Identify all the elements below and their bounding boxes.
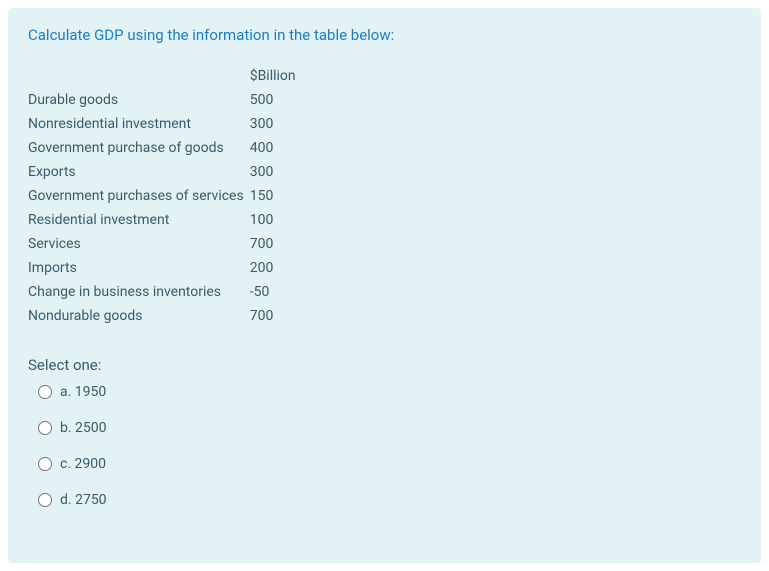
choice-a-radio[interactable] — [38, 385, 52, 399]
choice-c: c. 2900 — [28, 456, 741, 472]
row-value: -50 — [250, 280, 300, 304]
select-one-label: Select one: — [28, 356, 741, 374]
gdp-data-table: $Billion Durable goods500 Nonresidential… — [28, 64, 300, 328]
row-label: Nondurable goods — [28, 304, 250, 328]
table-header-value: $Billion — [250, 64, 300, 88]
row-value: 200 — [250, 256, 300, 280]
row-value: 700 — [250, 304, 300, 328]
question-panel: Calculate GDP using the information in t… — [8, 8, 761, 563]
row-label: Change in business inventories — [28, 280, 250, 304]
table-row: Nonresidential investment300 — [28, 112, 300, 136]
table-row: Durable goods500 — [28, 88, 300, 112]
table-row: Nondurable goods700 — [28, 304, 300, 328]
choice-b: b. 2500 — [28, 420, 741, 436]
row-label: Government purchase of goods — [28, 136, 250, 160]
question-prompt: Calculate GDP using the information in t… — [28, 26, 741, 44]
row-label: Exports — [28, 160, 250, 184]
row-value: 300 — [250, 160, 300, 184]
table-row: Exports300 — [28, 160, 300, 184]
row-value: 300 — [250, 112, 300, 136]
answer-choices: a. 1950 b. 2500 c. 2900 d. 2750 — [28, 384, 741, 508]
table-row: Imports200 — [28, 256, 300, 280]
choice-c-radio[interactable] — [38, 457, 52, 471]
table-row: Services700 — [28, 232, 300, 256]
row-value: 500 — [250, 88, 300, 112]
choice-a-label[interactable]: a. 1950 — [60, 384, 106, 400]
row-label: Residential investment — [28, 208, 250, 232]
choice-d-radio[interactable] — [38, 493, 52, 507]
row-value: 100 — [250, 208, 300, 232]
table-row: Residential investment100 — [28, 208, 300, 232]
row-label: Durable goods — [28, 88, 250, 112]
table-body: Durable goods500 Nonresidential investme… — [28, 88, 300, 328]
row-label: Nonresidential investment — [28, 112, 250, 136]
row-value: 700 — [250, 232, 300, 256]
row-label: Government purchases of services — [28, 184, 250, 208]
choice-d: d. 2750 — [28, 492, 741, 508]
table-row: Government purchases of services150 — [28, 184, 300, 208]
table-row: Government purchase of goods400 — [28, 136, 300, 160]
choice-a: a. 1950 — [28, 384, 741, 400]
table-row: Change in business inventories-50 — [28, 280, 300, 304]
choice-c-label[interactable]: c. 2900 — [60, 456, 106, 472]
row-label: Imports — [28, 256, 250, 280]
row-label: Services — [28, 232, 250, 256]
choice-b-label[interactable]: b. 2500 — [60, 420, 107, 436]
table-header-blank — [28, 64, 250, 88]
choice-b-radio[interactable] — [38, 421, 52, 435]
row-value: 400 — [250, 136, 300, 160]
row-value: 150 — [250, 184, 300, 208]
choice-d-label[interactable]: d. 2750 — [60, 492, 107, 508]
